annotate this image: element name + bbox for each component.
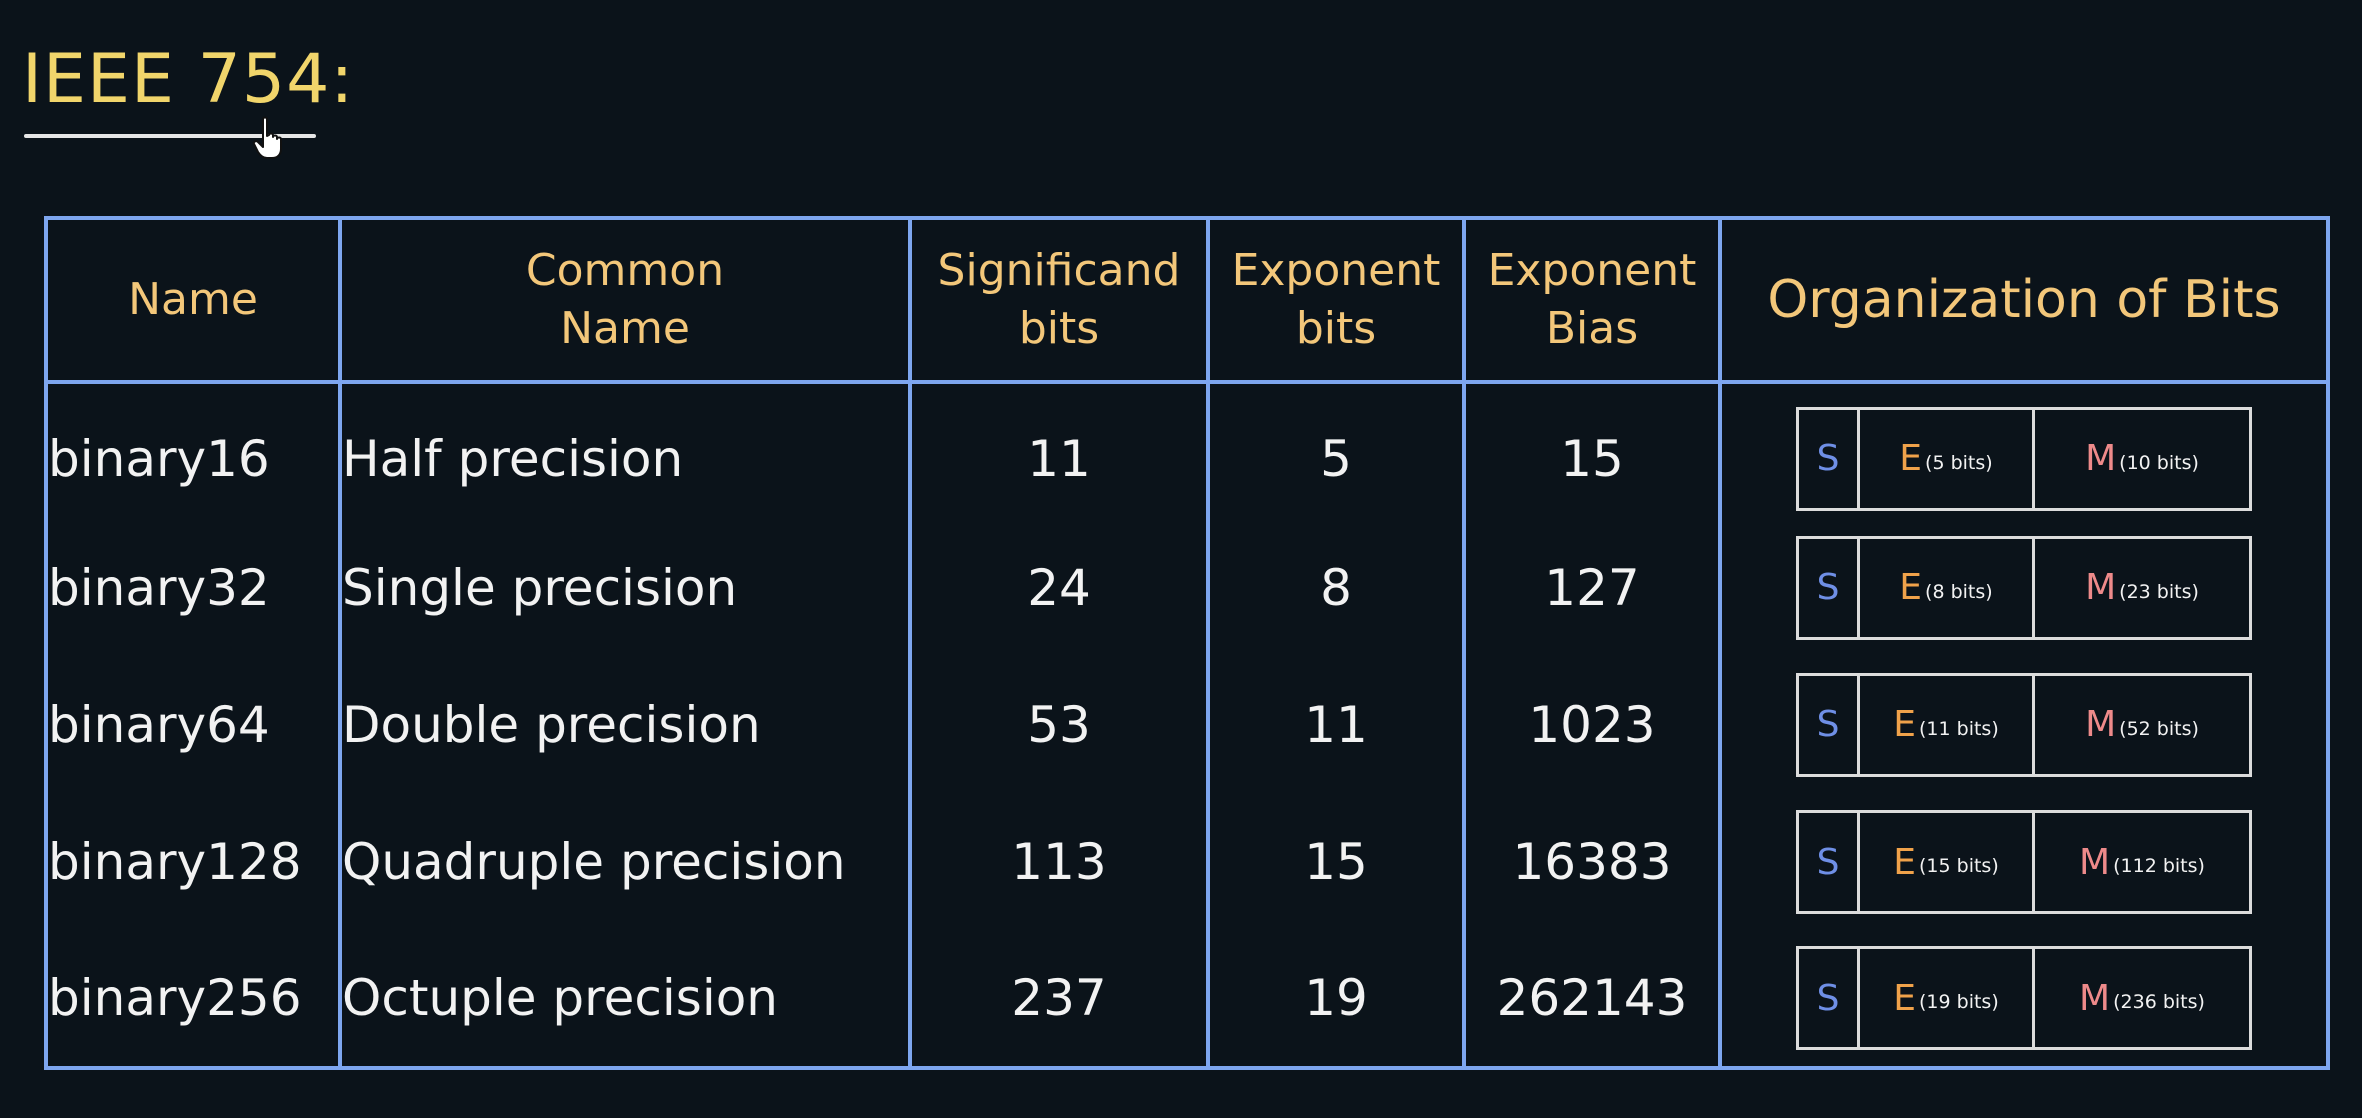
cell-name: binary64 bbox=[44, 656, 342, 794]
mantissa-field: M (236 bits) bbox=[2079, 977, 2205, 1019]
table-row: binary64 Double precision 53 11 1023 S E… bbox=[44, 656, 2330, 794]
cell-exponent-bias: 127 bbox=[1462, 519, 1722, 657]
header-common-name: Common Name bbox=[338, 218, 912, 382]
cell-exponent-bits: 11 bbox=[1206, 656, 1466, 794]
cell-significand-bits: 11 bbox=[908, 382, 1210, 520]
exponent-field: E (19 bits) bbox=[1860, 949, 2035, 1048]
ieee-754-table: Name Common Name Significand bits Exponent… bbox=[44, 216, 2330, 1070]
hand-pointer-icon bbox=[252, 116, 282, 159]
exponent-field: E (11 bits) bbox=[1860, 675, 2035, 774]
sign-field: S bbox=[1799, 949, 1860, 1048]
table-row: binary128 Quadruple precision 113 15 163… bbox=[44, 793, 2330, 931]
cell-significand-bits: 24 bbox=[908, 519, 1210, 657]
cell-common-name: Octuple precision bbox=[338, 930, 912, 1068]
mantissa-field: M (23 bits) bbox=[2085, 567, 2199, 609]
cell-organization: S E (19 bits) M (236 bits) bbox=[1718, 930, 2330, 1068]
cell-common-name: Double precision bbox=[338, 656, 912, 794]
bit-layout-diagram: S E (19 bits) M (236 bits) bbox=[1796, 946, 2252, 1051]
cell-exponent-bits: 15 bbox=[1206, 793, 1466, 931]
cell-name: binary128 bbox=[44, 793, 342, 931]
exponent-field: E (5 bits) bbox=[1860, 409, 2035, 508]
table-row: binary256 Octuple precision 237 19 26214… bbox=[44, 930, 2330, 1068]
cell-exponent-bits: 19 bbox=[1206, 930, 1466, 1068]
header-significand-bits: Significand bits bbox=[908, 218, 1210, 382]
cell-name: binary32 bbox=[44, 519, 342, 657]
cell-organization: S E (8 bits) M (23 bits) bbox=[1718, 519, 2330, 657]
cell-name: binary256 bbox=[44, 930, 342, 1068]
cell-exponent-bias: 15 bbox=[1462, 382, 1722, 520]
cell-significand-bits: 237 bbox=[908, 930, 1210, 1068]
header-exponent-bits: Exponent bits bbox=[1206, 218, 1466, 382]
cell-organization: S E (5 bits) M (10 bits) bbox=[1718, 382, 2330, 520]
cell-exponent-bias: 1023 bbox=[1462, 656, 1722, 794]
bit-layout-diagram: S E (15 bits) M (112 bits) bbox=[1796, 810, 2252, 915]
sign-field: S bbox=[1799, 409, 1860, 508]
header-name: Name bbox=[44, 218, 342, 382]
cell-organization: S E (15 bits) M (112 bits) bbox=[1718, 793, 2330, 931]
cell-name: binary16 bbox=[44, 382, 342, 520]
mantissa-field: M (10 bits) bbox=[2085, 438, 2199, 480]
title-underline bbox=[24, 134, 316, 138]
cell-significand-bits: 113 bbox=[908, 793, 1210, 931]
table-row: binary32 Single precision 24 8 127 S E (8… bbox=[44, 519, 2330, 657]
cell-exponent-bias: 262143 bbox=[1462, 930, 1722, 1068]
header-organization-of-bits: Organization of Bits bbox=[1718, 218, 2330, 382]
bit-layout-diagram: S E (8 bits) M (23 bits) bbox=[1796, 535, 2252, 640]
cell-significand-bits: 53 bbox=[908, 656, 1210, 794]
cell-common-name: Single precision bbox=[338, 519, 912, 657]
cell-organization: S E (11 bits) M (52 bits) bbox=[1718, 656, 2330, 794]
page-title: IEEE 754: bbox=[22, 40, 355, 119]
mantissa-field: M (112 bits) bbox=[2079, 841, 2205, 883]
table-row: binary16 Half precision 11 5 15 S E (5 bi… bbox=[44, 382, 2330, 520]
sign-field: S bbox=[1799, 813, 1860, 912]
bit-layout-diagram: S E (5 bits) M (10 bits) bbox=[1796, 406, 2252, 511]
table-header-row: Name Common Name Significand bits Exponent… bbox=[44, 218, 2330, 382]
cell-exponent-bias: 16383 bbox=[1462, 793, 1722, 931]
sign-field: S bbox=[1799, 675, 1860, 774]
exponent-field: E (8 bits) bbox=[1860, 538, 2035, 637]
sign-field: S bbox=[1799, 538, 1860, 637]
cell-exponent-bits: 5 bbox=[1206, 382, 1466, 520]
header-exponent-bias: Exponent Bias bbox=[1462, 218, 1722, 382]
cell-common-name: Quadruple precision bbox=[338, 793, 912, 931]
mantissa-field: M (52 bits) bbox=[2085, 704, 2199, 746]
cell-exponent-bits: 8 bbox=[1206, 519, 1466, 657]
cell-common-name: Half precision bbox=[338, 382, 912, 520]
bit-layout-diagram: S E (11 bits) M (52 bits) bbox=[1796, 672, 2252, 777]
exponent-field: E (15 bits) bbox=[1860, 813, 2035, 912]
